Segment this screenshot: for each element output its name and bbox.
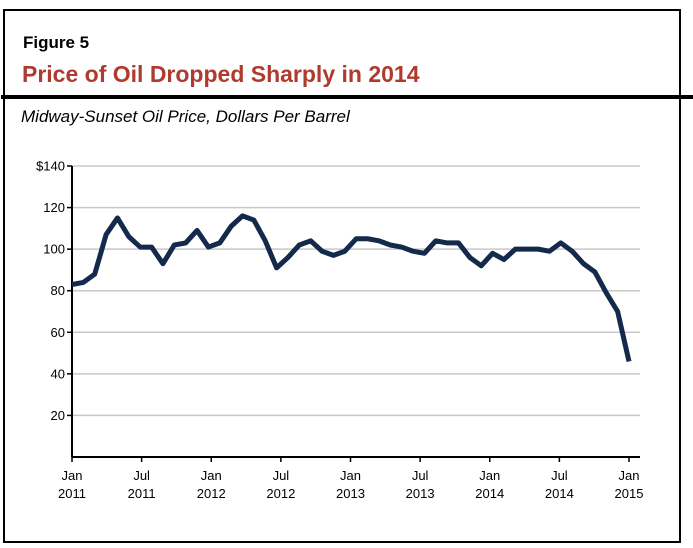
x-tick-label-month: Jan bbox=[479, 468, 500, 483]
y-tick-label: 80 bbox=[51, 283, 65, 298]
x-tick-label-month: Jul bbox=[273, 468, 290, 483]
x-tick-label-month: Jan bbox=[619, 468, 640, 483]
x-tick-label-month: Jul bbox=[551, 468, 568, 483]
chart-title: Price of Oil Dropped Sharply in 2014 bbox=[22, 61, 420, 87]
x-tick-label-year: 2013 bbox=[406, 486, 435, 501]
x-tick-label-year: 2015 bbox=[615, 486, 644, 501]
y-tick-label: 120 bbox=[43, 200, 65, 215]
x-tick-label-year: 2011 bbox=[128, 486, 156, 501]
x-tick-label-month: Jul bbox=[133, 468, 150, 483]
y-tick-label: 40 bbox=[51, 366, 65, 381]
x-tick-label-year: 2013 bbox=[336, 486, 365, 501]
y-tick-label: 60 bbox=[51, 325, 65, 340]
y-tick-label: 20 bbox=[51, 408, 65, 423]
y-tick-label: 100 bbox=[43, 242, 65, 257]
x-tick-label-month: Jan bbox=[340, 468, 361, 483]
x-tick-label-year: 2011 bbox=[58, 486, 86, 501]
chart-subtitle: Midway-Sunset Oil Price, Dollars Per Bar… bbox=[21, 107, 350, 126]
x-tick-label-month: Jan bbox=[62, 468, 83, 483]
x-tick-label-year: 2014 bbox=[545, 486, 574, 501]
title-divider bbox=[1, 95, 693, 99]
figure-frame bbox=[3, 9, 681, 543]
oil-price-line bbox=[71, 213, 632, 362]
figure-label: Figure 5 bbox=[23, 33, 90, 52]
y-tick-label: $140 bbox=[36, 159, 65, 174]
x-tick-label-month: Jan bbox=[201, 468, 222, 483]
x-tick-label-year: 2012 bbox=[266, 486, 295, 501]
x-tick-label-year: 2014 bbox=[475, 486, 504, 501]
x-tick-label-month: Jul bbox=[412, 468, 429, 483]
x-tick-label-year: 2012 bbox=[197, 486, 226, 501]
